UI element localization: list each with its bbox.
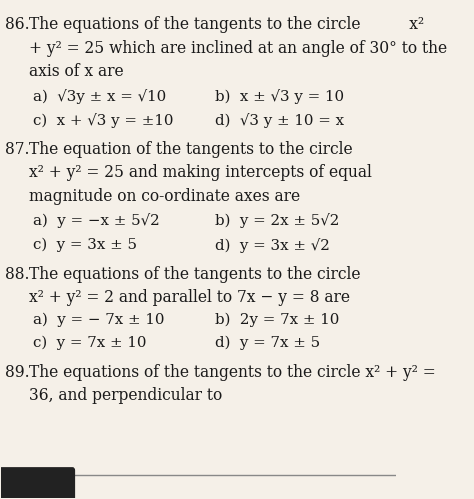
Text: The equations of the tangents to the circle          x²: The equations of the tangents to the cir… xyxy=(29,16,424,33)
Text: a)  y = − 7x ± 10: a) y = − 7x ± 10 xyxy=(33,312,164,327)
Text: c)  y = 3x ± 5: c) y = 3x ± 5 xyxy=(33,238,137,252)
Text: The equations of the tangents to the circle: The equations of the tangents to the cir… xyxy=(29,266,361,283)
Text: 88.: 88. xyxy=(5,266,30,283)
Text: M-I: M-I xyxy=(22,477,52,491)
Text: The equation of the tangents to the circle: The equation of the tangents to the circ… xyxy=(29,141,353,158)
Text: x² + y² = 2 and parallel to 7x − y = 8 are: x² + y² = 2 and parallel to 7x − y = 8 a… xyxy=(29,289,350,306)
Text: b)  2y = 7x ± 10: b) 2y = 7x ± 10 xyxy=(215,312,339,327)
FancyBboxPatch shape xyxy=(0,468,74,499)
Text: b)  x ± √3 y = 10: b) x ± √3 y = 10 xyxy=(215,89,344,104)
Text: x² + y² = 25 and making intercepts of equal: x² + y² = 25 and making intercepts of eq… xyxy=(29,164,372,181)
Text: d)  y = 3x ± √2: d) y = 3x ± √2 xyxy=(215,238,329,253)
Text: c)  x + √3 y = ±10: c) x + √3 y = ±10 xyxy=(33,113,173,128)
Text: 86.: 86. xyxy=(5,16,30,33)
Text: 87.: 87. xyxy=(5,141,30,158)
Text: c)  y = 7x ± 10: c) y = 7x ± 10 xyxy=(33,336,146,350)
Text: 36, and perpendicular to: 36, and perpendicular to xyxy=(29,387,222,404)
Text: d)  √3 y ± 10 = x: d) √3 y ± 10 = x xyxy=(215,113,344,128)
Text: axis of x are: axis of x are xyxy=(29,63,124,80)
Text: b)  y = 2x ± 5√2: b) y = 2x ± 5√2 xyxy=(215,214,339,229)
Text: + y² = 25 which are inclined at an angle of 30° to the: + y² = 25 which are inclined at an angle… xyxy=(29,39,447,56)
Text: d)  y = 7x ± 5: d) y = 7x ± 5 xyxy=(215,336,319,350)
Text: magnitude on co-ordinate axes are: magnitude on co-ordinate axes are xyxy=(29,188,300,205)
Text: 89.: 89. xyxy=(5,364,30,381)
Text: a)  √3y ± x = √10: a) √3y ± x = √10 xyxy=(33,89,166,104)
Text: The equations of the tangents to the circle x² + y² =: The equations of the tangents to the cir… xyxy=(29,364,436,381)
Text: a)  y = −x ± 5√2: a) y = −x ± 5√2 xyxy=(33,214,160,229)
